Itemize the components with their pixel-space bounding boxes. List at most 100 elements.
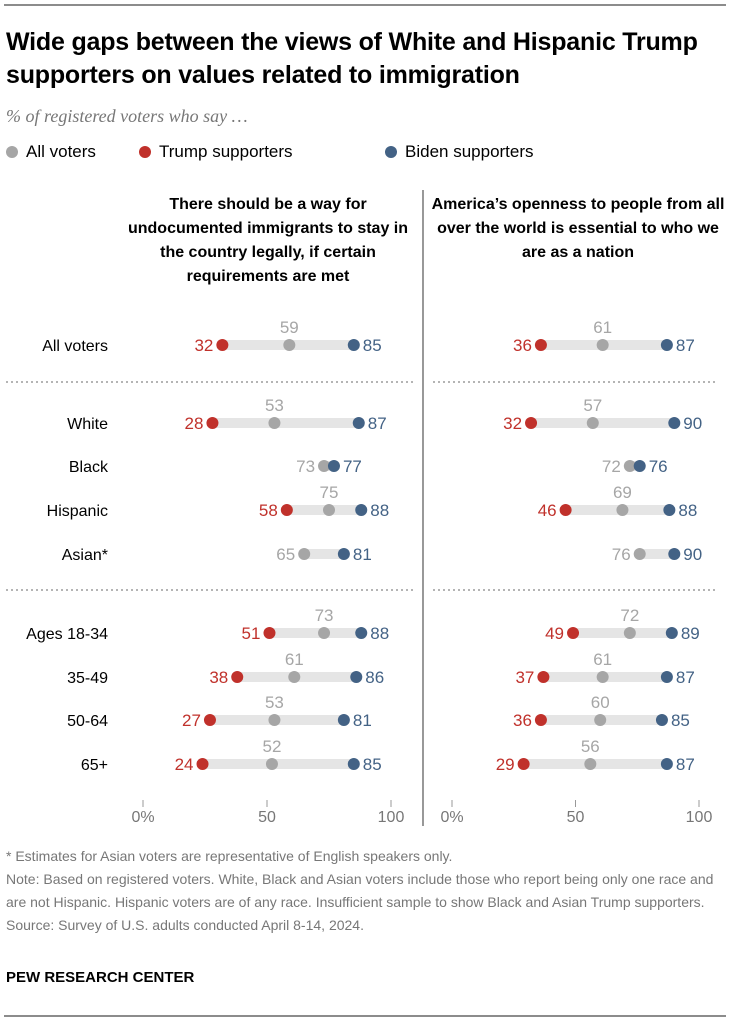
dot-trump-supporters [559,504,572,516]
data-label-trump: 38 [209,668,228,687]
legend-dot-icon [6,146,18,158]
dot-all-voters [318,460,331,472]
data-label-biden: 76 [649,457,668,476]
dot-trump-supporters [534,339,547,351]
dot-all-voters [623,460,636,472]
dot-all-voters [596,339,609,351]
dot-all-voters [633,548,646,560]
axis-tick-label: 50 [258,809,276,826]
data-label-trump: 32 [503,414,522,433]
dot-biden-supporters [327,460,340,472]
dot-trump-supporters [525,417,538,429]
dot-all-voters [623,627,636,639]
dot-trump-supporters [567,627,580,639]
data-label-biden: 87 [676,336,695,355]
dot-biden-supporters [355,627,368,639]
dot-trump-supporters [196,758,209,770]
dot-biden-supporters [337,548,350,560]
dot-biden-supporters [660,671,673,683]
legend-item-all-voters: All voters [6,142,96,162]
row-label: White [67,416,108,433]
legend-item-biden-supporters: Biden supporters [385,142,534,162]
footnote-note: Note: Based on registered voters. White,… [6,871,714,910]
data-label-all: 72 [602,457,621,476]
data-label-biden: 85 [363,755,382,774]
data-label-biden: 85 [671,711,690,730]
data-label-trump: 37 [515,668,534,687]
dot-trump-supporters [517,758,530,770]
dot-biden-supporters [660,758,673,770]
dot-biden-supporters [347,339,360,351]
row-label: Hispanic [47,503,108,520]
data-label-trump: 36 [513,336,532,355]
dot-biden-supporters [355,504,368,516]
data-label-trump: 58 [259,501,278,520]
data-label-trump: 28 [185,414,204,433]
dot-trump-supporters [537,671,550,683]
data-label-all: 57 [583,396,602,415]
row-label: Ages 18-34 [26,626,108,643]
data-label-trump: 32 [194,336,213,355]
data-label-all: 56 [581,737,600,756]
panel-title-left: There should be a way for undocumented i… [127,196,409,285]
chart-subtitle: % of registered voters who say … [6,106,248,126]
data-label-all: 61 [285,650,304,669]
data-label-trump: 24 [175,755,194,774]
data-label-biden: 88 [678,501,697,520]
data-label-all: 73 [315,606,334,625]
legend-dot-icon [139,146,151,158]
dot-all-voters [594,714,607,726]
dot-trump-supporters [280,504,293,516]
legend-item-trump-supporters: Trump supporters [139,142,293,162]
dot-biden-supporters [350,671,363,683]
axis-tick-label: 100 [378,809,405,826]
row-label: Asian* [62,547,108,564]
data-label-biden: 86 [365,668,384,687]
data-label-biden: 89 [681,624,700,643]
axis-tick-label: 100 [686,809,713,826]
dot-trump-supporters [206,417,219,429]
axis-tick-label: 50 [567,809,585,826]
dot-all-voters [268,714,281,726]
data-label-all: 75 [320,483,339,502]
top-rule [4,4,726,6]
dot-all-voters [298,548,311,560]
data-label-biden: 87 [676,755,695,774]
data-label-trump: 51 [242,624,261,643]
data-label-all: 72 [620,606,639,625]
panel-title-right: America’s openness to people from all ov… [431,196,725,261]
row-label: 50-64 [67,713,108,730]
legend-dot-icon [385,146,397,158]
data-label-all: 59 [280,318,299,337]
dot-trump-supporters [216,339,229,351]
axis-tick-label: 0% [440,809,463,826]
row-label: All voters [42,338,108,355]
data-label-biden: 81 [353,545,372,564]
dot-biden-supporters [660,339,673,351]
dot-trump-supporters [263,627,276,639]
footnote-asian: * Estimates for Asian voters are represe… [6,848,453,864]
data-label-trump: 27 [182,711,201,730]
data-label-all: 76 [612,545,631,564]
dot-all-voters [265,758,278,770]
data-label-all: 61 [593,318,612,337]
data-label-trump: 36 [513,711,532,730]
data-label-biden: 90 [683,414,702,433]
legend-label: Biden supporters [405,142,534,161]
data-label-all: 61 [593,650,612,669]
dot-all-voters [268,417,281,429]
dot-all-voters [596,671,609,683]
dot-trump-supporters [231,671,244,683]
dot-trump-supporters [534,714,547,726]
footnote-source: Source: Survey of U.S. adults conducted … [6,917,364,933]
data-label-all: 73 [296,457,315,476]
bottom-rule [4,1015,726,1017]
dot-biden-supporters [668,417,681,429]
legend-label: Trump supporters [159,142,293,161]
row-label: Black [69,459,109,476]
data-label-all: 53 [265,396,284,415]
data-label-all: 53 [265,693,284,712]
dot-all-voters [318,627,331,639]
dot-all-voters [283,339,296,351]
row-label: 65+ [81,757,108,774]
